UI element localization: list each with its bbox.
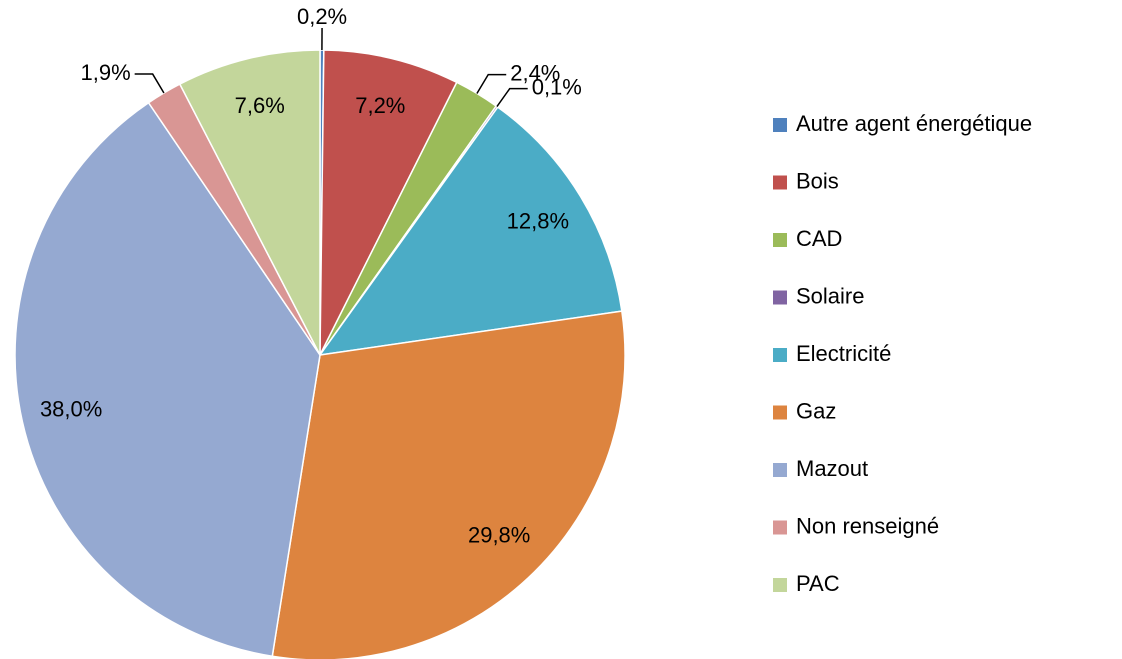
legend-label: Non renseigné [796,513,939,538]
legend-label: Autre agent énergétique [796,111,1032,136]
data-label: 7,2% [355,93,405,118]
legend-label: Mazout [796,456,868,481]
pie-slice [271,310,626,659]
legend-swatch [773,175,787,190]
data-label: 0,2% [297,4,347,29]
legend-swatch [773,118,787,132]
legend-label: PAC [796,571,840,596]
pie-slice [319,49,458,356]
data-label: 12,8% [507,208,569,233]
data-label: 7,6% [235,93,285,118]
data-label: 0,1% [532,74,582,99]
legend-swatch [773,405,787,420]
legend-swatch [773,463,787,477]
pie-slice [14,101,321,658]
legend-swatch [773,348,787,362]
legend-label: Electricité [796,341,891,366]
data-label: 1,9% [81,60,131,85]
data-label: 38,0% [40,396,102,421]
leader-line [134,73,165,94]
legend-label: CAD [796,226,842,251]
data-label: 29,8% [468,522,530,547]
legend-label: Gaz [796,398,836,423]
legend-swatch [773,290,787,305]
data-label: 2,4% [510,60,560,85]
pie-slice [178,49,321,356]
pie-slice [318,106,623,356]
legend-swatch [773,578,787,592]
leader-line [496,87,528,108]
legend-swatch [773,233,787,247]
legend-label: Solaire [796,283,864,308]
legend-swatch [773,520,787,535]
legend-label: Bois [796,168,839,193]
leader-line [476,73,507,94]
